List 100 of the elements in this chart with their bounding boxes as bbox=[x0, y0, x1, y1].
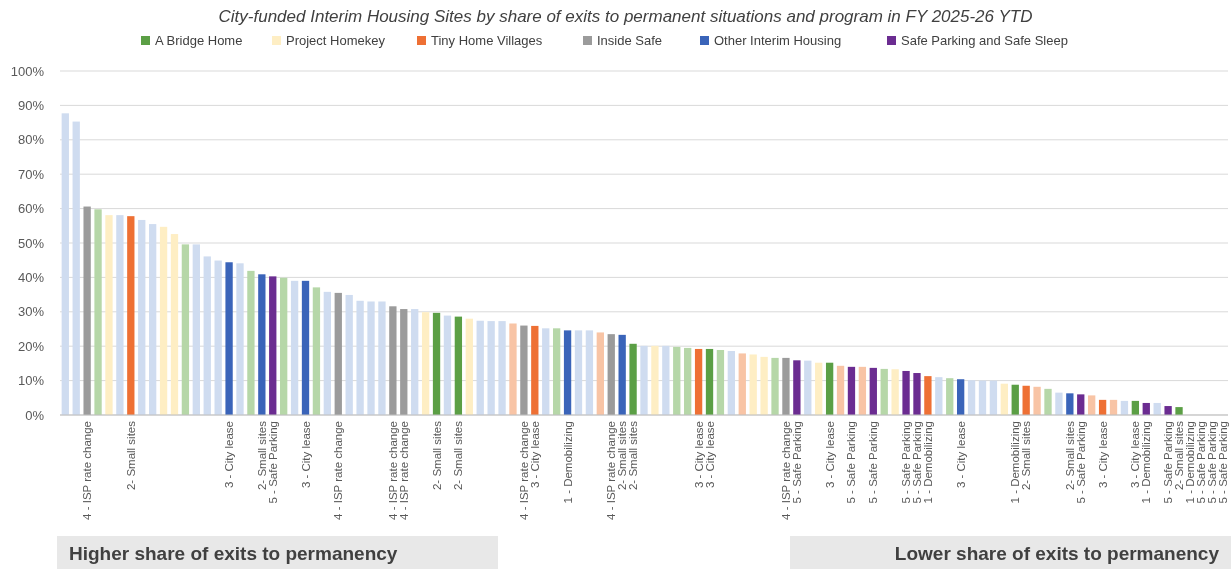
bar bbox=[531, 325, 539, 415]
bar bbox=[116, 215, 124, 415]
x-tick-label: 4 - ISP rate change bbox=[517, 421, 530, 520]
bar bbox=[138, 219, 146, 415]
bar bbox=[585, 330, 594, 415]
bar bbox=[280, 277, 288, 415]
bar bbox=[640, 345, 648, 415]
x-tick-label: 3 - City lease bbox=[1129, 421, 1142, 489]
bar bbox=[815, 362, 823, 415]
y-tick-label: 100% bbox=[10, 63, 45, 79]
x-tick-label: 3 - City lease bbox=[223, 421, 236, 489]
x-tick-label: 3 - City lease bbox=[692, 421, 705, 489]
bar bbox=[520, 325, 528, 415]
bar bbox=[509, 323, 517, 415]
bar bbox=[705, 348, 714, 415]
bar bbox=[498, 321, 506, 415]
bar bbox=[367, 301, 375, 415]
x-tick-label: 5 - Safe Parking bbox=[1162, 421, 1175, 504]
bar bbox=[94, 209, 102, 415]
bar bbox=[432, 312, 441, 415]
bar bbox=[673, 346, 681, 415]
x-tick-label: 2- Small sites bbox=[255, 420, 268, 491]
bar bbox=[236, 263, 244, 415]
bar bbox=[858, 366, 867, 415]
bar bbox=[476, 320, 484, 415]
bar bbox=[760, 356, 768, 415]
bar bbox=[127, 216, 135, 415]
legend-label: Inside Safe bbox=[597, 33, 663, 48]
bar bbox=[793, 360, 801, 415]
bar bbox=[563, 330, 572, 415]
bar bbox=[684, 347, 692, 415]
bar bbox=[181, 244, 190, 415]
y-tick-label: 80% bbox=[17, 132, 45, 148]
bar bbox=[662, 345, 670, 415]
bar bbox=[1077, 394, 1085, 415]
bar bbox=[869, 367, 877, 415]
bar bbox=[913, 373, 921, 415]
bar bbox=[847, 366, 856, 415]
x-tick-label: 4 - ISP rate change bbox=[779, 421, 792, 520]
bar bbox=[935, 377, 943, 415]
bar bbox=[105, 215, 113, 415]
bar bbox=[1044, 388, 1052, 415]
y-tick-label: 40% bbox=[17, 269, 45, 285]
x-tick-label: 2- Small sites bbox=[616, 420, 629, 491]
bar bbox=[629, 343, 637, 415]
bar bbox=[159, 226, 168, 415]
bar bbox=[1088, 395, 1096, 415]
y-tick-label: 50% bbox=[17, 235, 45, 251]
bar bbox=[487, 321, 495, 415]
bar bbox=[989, 380, 998, 415]
bar bbox=[574, 330, 583, 415]
bar bbox=[967, 380, 976, 415]
chart-title: City-funded Interim Housing Sites by share of exits to permanent situations and program in FY 2025-26 YTD bbox=[218, 7, 1033, 26]
bar bbox=[1175, 407, 1183, 415]
bar bbox=[258, 274, 266, 415]
x-tick-label: 2- Small sites bbox=[1063, 420, 1076, 491]
bar bbox=[454, 316, 463, 415]
x-tick-label: 1 - Demobilizing bbox=[561, 421, 574, 504]
bar bbox=[192, 244, 200, 415]
bar bbox=[956, 379, 965, 415]
bar bbox=[421, 312, 430, 415]
bar bbox=[72, 121, 80, 415]
bar bbox=[1055, 392, 1063, 415]
bar bbox=[389, 306, 397, 415]
bar bbox=[694, 348, 703, 415]
bar bbox=[1164, 406, 1172, 415]
y-tick-label: 60% bbox=[17, 201, 45, 217]
bar bbox=[596, 332, 604, 415]
bar bbox=[902, 370, 910, 415]
bar bbox=[312, 287, 321, 415]
bar bbox=[214, 260, 222, 415]
bar bbox=[61, 113, 69, 415]
bar bbox=[203, 256, 211, 415]
bar bbox=[782, 357, 790, 415]
x-tick-label: 5 - Safe Parking bbox=[900, 421, 913, 504]
legend-label: Tiny Home Villages bbox=[431, 33, 543, 48]
text: Higher share of exits to permanency bbox=[69, 543, 398, 564]
bar bbox=[825, 362, 834, 415]
x-tick-label: 5 - Safe Parking bbox=[845, 421, 858, 504]
x-tick-label: 5 - Safe Parking bbox=[266, 421, 279, 504]
bar bbox=[170, 234, 179, 415]
x-tick-label: 3 - City lease bbox=[1096, 421, 1109, 489]
x-tick-label: 3 - City lease bbox=[299, 421, 312, 489]
bar bbox=[465, 318, 473, 415]
bar bbox=[946, 378, 954, 415]
x-tick-label: 4 - ISP rate change bbox=[332, 421, 345, 520]
bar bbox=[148, 224, 157, 415]
x-tick-label: 5 - Safe Parking bbox=[867, 421, 880, 504]
bar bbox=[891, 369, 899, 415]
x-tick-label: 2- Small sites bbox=[627, 420, 640, 491]
x-tick-label: 3 - City lease bbox=[954, 421, 967, 489]
x-tick-label: 1 - Demobilizing bbox=[1140, 421, 1153, 504]
legend-label: Safe Parking and Safe Sleep bbox=[901, 33, 1068, 48]
bar bbox=[1022, 385, 1030, 415]
text: Lower share of exits to permanency bbox=[894, 543, 1220, 564]
bar bbox=[727, 351, 736, 415]
bar bbox=[651, 345, 659, 415]
bar bbox=[1000, 383, 1008, 415]
x-tick-label: 1 - Demobilizing bbox=[1009, 421, 1022, 504]
bar bbox=[400, 309, 408, 415]
